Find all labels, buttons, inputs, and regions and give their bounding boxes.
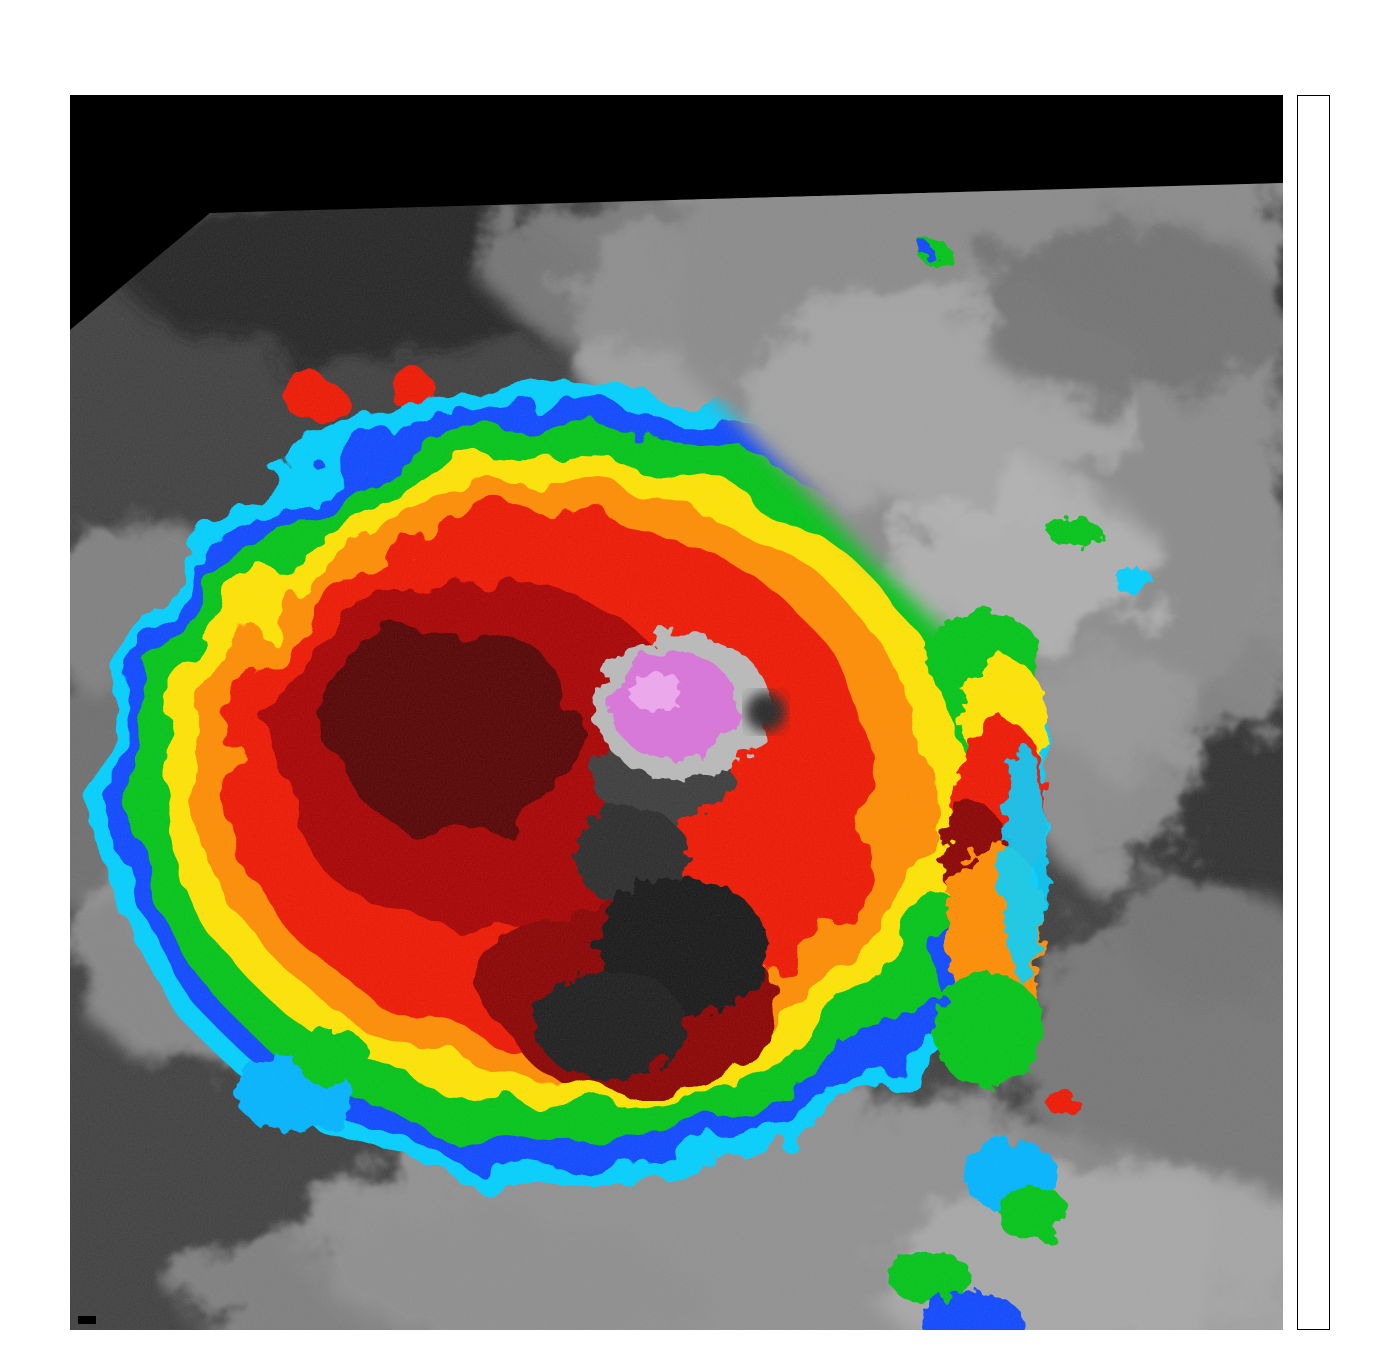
copyright [78,1316,96,1324]
satellite-map [70,95,1283,1330]
satellite-image [70,95,1283,1330]
image-grain [70,183,1283,1330]
colorbar [1297,95,1330,1330]
